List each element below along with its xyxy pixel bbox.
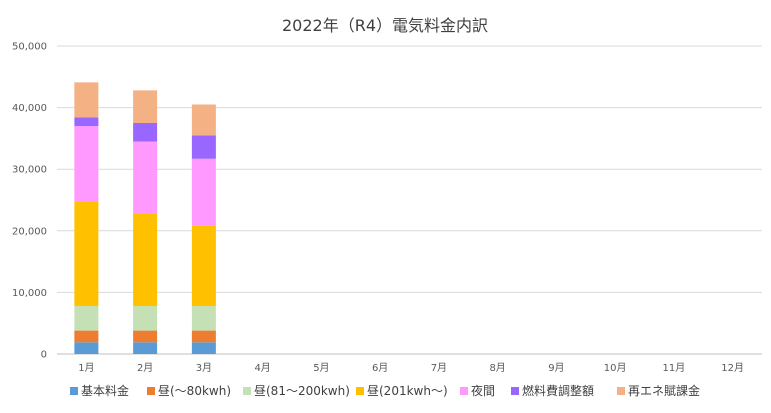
legend-swatch: [356, 387, 364, 395]
bar-segment: [74, 342, 99, 354]
y-tick-label: 30,000: [12, 165, 47, 176]
legend-swatch: [243, 387, 251, 395]
x-tick-label: 8月: [489, 362, 505, 374]
legend-label: 再エネ賦課金: [628, 383, 700, 398]
bar-segment: [191, 135, 216, 159]
x-tick-label: 11月: [663, 362, 686, 374]
x-tick-label: 12月: [721, 362, 744, 374]
chart-title: 2022年（R4）電気料金内訳: [282, 16, 488, 35]
bar-segment: [74, 201, 99, 306]
y-tick-label: 20,000: [12, 226, 47, 237]
x-tick-label: 4月: [254, 362, 270, 374]
y-axis-labels: 0 10,000 20,000 30,000 40,000 50,000: [12, 42, 47, 361]
legend-label: 昼(201kwh〜): [367, 384, 448, 398]
x-tick-label: 6月: [372, 362, 388, 374]
x-tick-label: 3月: [196, 362, 212, 374]
bar-segment: [133, 342, 158, 354]
bar-segment: [133, 305, 158, 331]
bar-segment: [133, 123, 158, 142]
bar-segment: [133, 90, 158, 123]
legend-label: 燃料費調整額: [522, 383, 594, 398]
y-tick-label: 50,000: [12, 42, 47, 53]
x-tick-label: 9月: [548, 362, 564, 374]
legend-swatch: [617, 387, 625, 395]
y-tick-label: 10,000: [12, 288, 47, 299]
bar-segment: [191, 225, 216, 306]
legend-swatch: [147, 387, 155, 395]
x-tick-label: 5月: [313, 362, 329, 374]
legend-label: 昼(〜80kwh): [158, 384, 231, 398]
x-tick-label: 1月: [78, 362, 94, 374]
bars: [74, 82, 216, 354]
x-axis-labels: 1月 2月 3月 4月 5月 6月 7月 8月 9月 10月 11月 12月: [78, 362, 744, 374]
legend-swatch: [511, 387, 519, 395]
legend-swatch: [70, 387, 78, 395]
gridlines: [57, 45, 762, 355]
bar-segment: [133, 141, 158, 214]
bar-segment: [74, 82, 99, 118]
x-tick-label: 10月: [604, 362, 627, 374]
bar-segment: [133, 213, 158, 306]
bar-segment: [133, 330, 158, 343]
bar-segment: [74, 330, 99, 343]
y-tick-label: 0: [41, 350, 47, 361]
legend: 基本料金 昼(〜80kwh) 昼(81〜200kwh) 昼(201kwh〜) 夜間 燃料費…: [70, 383, 700, 398]
y-tick-label: 40,000: [12, 103, 47, 114]
legend-label: 夜間: [471, 383, 495, 398]
bar-segment: [191, 104, 216, 136]
bar-segment: [74, 305, 99, 331]
legend-label: 昼(81〜200kwh): [254, 384, 350, 398]
legend-swatch: [460, 387, 468, 395]
bar-segment: [191, 330, 216, 343]
bar-segment: [74, 126, 99, 202]
legend-label: 基本料金: [81, 383, 129, 398]
bar-segment: [191, 342, 216, 354]
x-tick-label: 7月: [431, 362, 447, 374]
bar-segment: [191, 305, 216, 331]
bar-segment: [74, 117, 99, 127]
bar-segment: [191, 158, 216, 226]
x-tick-label: 2月: [137, 362, 153, 374]
